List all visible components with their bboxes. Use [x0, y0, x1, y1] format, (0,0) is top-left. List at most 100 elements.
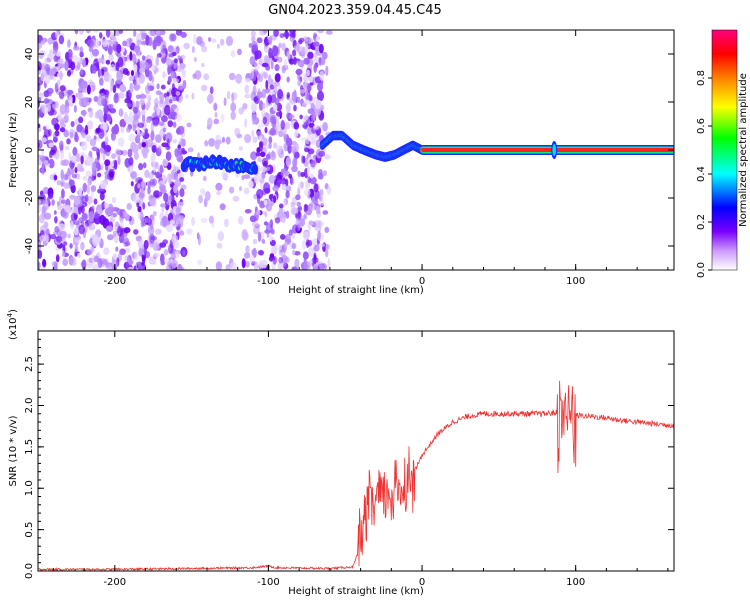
y-tick-label: 0: [24, 147, 35, 153]
noise-blob: [78, 86, 82, 92]
noise-blob: [251, 35, 256, 43]
noise-blob: [47, 193, 54, 200]
noise-blob: [272, 255, 277, 265]
noise-blob: [220, 113, 225, 123]
noise-blob: [168, 244, 174, 255]
noise-blob: [269, 127, 277, 136]
noise-blob: [49, 174, 55, 181]
x-tick-label: -100: [257, 577, 280, 588]
snr-panel: -200 -100 0 100 0.0 0.5 1.0 1.5 2.0 2.5 Height o…: [6, 309, 675, 597]
noise-blob: [310, 159, 316, 168]
noise-blob: [102, 89, 110, 96]
noise-blob: [38, 42, 43, 49]
spectrogram-ridge: [180, 130, 674, 175]
noise-blob: [292, 158, 298, 168]
noise-blob: [91, 166, 97, 177]
noise-blob: [244, 84, 250, 94]
colorbar-tick-label: 0.6: [696, 118, 707, 134]
noise-blob: [112, 212, 117, 218]
noise-blob: [88, 211, 95, 222]
noise-blob: [54, 216, 58, 224]
noise-blob: [78, 187, 83, 197]
noise-blob: [107, 45, 113, 55]
noise-blob: [278, 42, 282, 49]
noise-blob: [154, 97, 159, 106]
noise-blob: [268, 47, 273, 59]
noise-blob: [304, 99, 311, 105]
noise-blob: [120, 126, 125, 134]
noise-blob: [52, 49, 58, 55]
x-tick-label: -100: [257, 276, 280, 287]
noise-blob: [297, 206, 303, 211]
noise-blob: [52, 41, 59, 53]
noise-blob: [105, 225, 114, 232]
noise-blob: [267, 221, 271, 232]
noise-blob: [238, 107, 244, 115]
noise-blob: [130, 70, 135, 77]
noise-blob: [270, 228, 275, 235]
noise-blob: [62, 258, 69, 267]
noise-blob: [320, 263, 327, 270]
noise-blob: [63, 173, 69, 181]
noise-blob: [244, 252, 251, 259]
noise-blob: [272, 45, 279, 57]
noise-blob: [203, 73, 210, 81]
noise-blob: [74, 166, 78, 174]
noise-blob: [48, 142, 54, 148]
noise-blob: [168, 88, 172, 96]
noise-blob: [59, 85, 66, 92]
noise-blob: [70, 61, 76, 71]
noise-blob: [91, 205, 95, 213]
noise-blob: [43, 159, 49, 166]
colorbar-tick-label: 0.2: [696, 214, 707, 230]
noise-blob: [147, 172, 154, 180]
noise-blob: [317, 81, 323, 92]
noise-blob: [251, 41, 258, 51]
noise-blob: [110, 82, 113, 93]
noise-blob: [134, 45, 141, 54]
noise-blob: [217, 231, 224, 242]
noise-blob: [196, 36, 203, 46]
noise-blob: [38, 261, 41, 270]
noise-blob: [317, 172, 324, 180]
noise-blob: [121, 149, 128, 156]
noise-blob: [97, 258, 103, 269]
noise-blob: [257, 194, 261, 205]
noise-blob: [54, 101, 59, 109]
noise-blob: [80, 109, 87, 116]
noise-blob: [92, 264, 99, 270]
noise-blob: [244, 93, 251, 99]
noise-blob: [60, 169, 64, 180]
noise-blob: [73, 195, 81, 206]
noise-blob: [135, 100, 140, 110]
noise-blob: [169, 98, 173, 104]
noise-blob: [160, 84, 166, 90]
noise-blob: [130, 141, 137, 152]
noise-blob: [101, 68, 105, 76]
noise-blob: [164, 104, 171, 116]
noise-blob: [50, 109, 57, 116]
noise-blob: [292, 49, 297, 57]
noise-blob: [286, 76, 290, 83]
noise-blob: [300, 172, 305, 177]
noise-blob: [302, 231, 310, 241]
colorbar-ticks: 0.0 0.2 0.4 0.6 0.8: [696, 70, 712, 278]
noise-blob: [310, 136, 316, 145]
noise-blob: [69, 243, 73, 249]
noise-blob: [204, 140, 209, 147]
noise-blob: [40, 73, 44, 81]
noise-blob: [108, 53, 114, 62]
noise-blob: [117, 155, 121, 165]
noise-blob: [80, 241, 85, 251]
noise-blob: [201, 45, 208, 53]
noise-blob: [312, 124, 320, 130]
noise-blob: [293, 121, 300, 130]
x-tick-label: 100: [566, 577, 585, 588]
noise-blob: [226, 90, 231, 100]
noise-blob: [269, 233, 273, 243]
noise-blob: [67, 167, 71, 177]
noise-blob: [308, 259, 314, 267]
noise-blob: [133, 114, 140, 121]
x-tick-label: -200: [103, 577, 126, 588]
noise-blob: [237, 48, 242, 56]
